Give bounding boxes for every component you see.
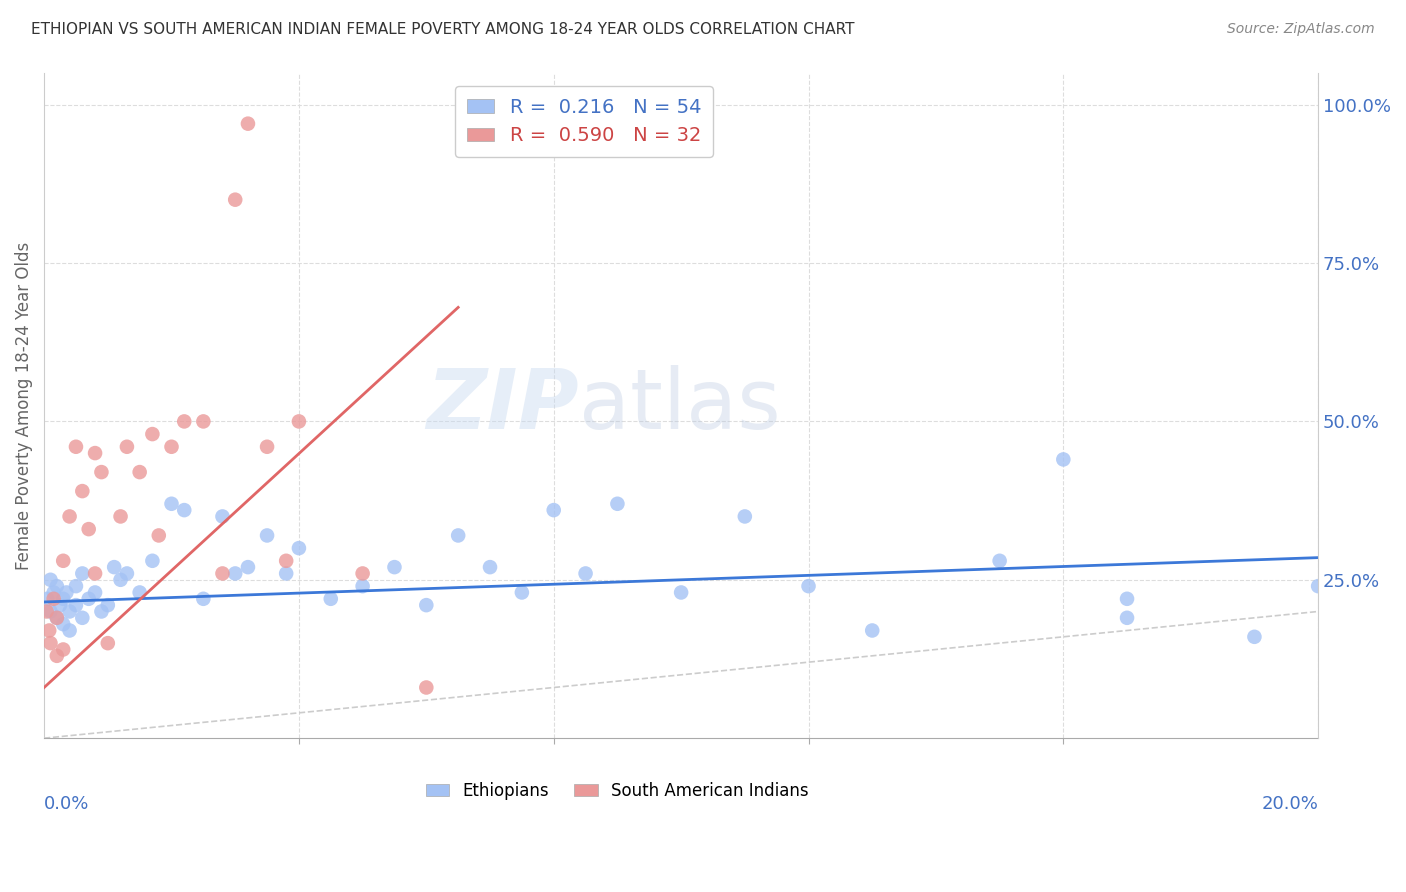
Point (415, 681, 437, 695)
Point (447, 528, 470, 542)
Point (110, 509, 132, 524)
Point (415, 598, 437, 612)
Point (797, 579, 820, 593)
Point (193, 591, 215, 606)
Legend: Ethiopians, South American Indians: Ethiopians, South American Indians (419, 775, 815, 806)
Point (288, 414, 311, 428)
Point (90, 465, 112, 479)
Point (72, 484, 94, 499)
Text: Source: ZipAtlas.com: Source: ZipAtlas.com (1227, 22, 1375, 37)
Point (72, 611, 94, 625)
Point (148, 528, 170, 542)
Point (256, 528, 278, 542)
Point (45, 579, 67, 593)
Point (58, 624, 80, 638)
Point (84, 566, 107, 581)
Point (173, 414, 195, 428)
Point (173, 503, 195, 517)
Point (510, 585, 533, 599)
Point (52, 591, 75, 606)
Point (1308, 579, 1330, 593)
Point (211, 566, 233, 581)
Point (1243, 630, 1265, 644)
Point (860, 624, 883, 638)
Point (97, 636, 120, 650)
Point (72, 566, 94, 581)
Point (103, 560, 125, 574)
Point (39, 573, 62, 587)
Point (479, 560, 502, 574)
Point (211, 509, 233, 524)
Point (65, 440, 87, 454)
Point (84, 585, 107, 599)
Point (52, 642, 75, 657)
Point (988, 554, 1011, 568)
Point (352, 579, 374, 593)
Point (52, 617, 75, 632)
Point (352, 566, 374, 581)
Point (128, 585, 150, 599)
Point (606, 497, 628, 511)
Point (141, 427, 163, 442)
Point (236, 117, 259, 131)
Point (276, 554, 298, 568)
Point (384, 560, 406, 574)
Point (77, 591, 100, 606)
Point (669, 585, 692, 599)
Point (97, 598, 120, 612)
Point (65, 579, 87, 593)
Point (160, 440, 183, 454)
Text: 20.0%: 20.0% (1261, 795, 1319, 813)
Point (160, 497, 183, 511)
Point (288, 541, 311, 555)
Point (734, 509, 756, 524)
Point (45, 611, 67, 625)
Point (141, 554, 163, 568)
Point (49, 598, 72, 612)
Point (193, 414, 215, 428)
Point (543, 503, 565, 517)
Point (37, 591, 59, 606)
Point (90, 605, 112, 619)
Point (84, 446, 107, 460)
Point (319, 591, 342, 606)
Point (38, 624, 60, 638)
Point (45, 611, 67, 625)
Point (128, 465, 150, 479)
Text: ZIP: ZIP (426, 365, 579, 446)
Point (224, 193, 246, 207)
Point (236, 560, 259, 574)
Point (115, 566, 138, 581)
Text: atlas: atlas (579, 365, 780, 446)
Point (1116, 611, 1139, 625)
Point (256, 440, 278, 454)
Point (52, 554, 75, 568)
Text: 0.0%: 0.0% (44, 795, 90, 813)
Point (42, 585, 65, 599)
Point (110, 573, 132, 587)
Point (58, 509, 80, 524)
Y-axis label: Female Poverty Among 18-24 Year Olds: Female Poverty Among 18-24 Year Olds (15, 242, 32, 570)
Point (45, 648, 67, 663)
Point (1052, 452, 1074, 467)
Point (55, 585, 77, 599)
Point (39, 636, 62, 650)
Point (42, 591, 65, 606)
Point (39, 605, 62, 619)
Point (77, 522, 100, 536)
Point (224, 566, 246, 581)
Point (1116, 591, 1139, 606)
Point (65, 598, 87, 612)
Point (115, 440, 138, 454)
Point (58, 605, 80, 619)
Point (276, 566, 298, 581)
Text: ETHIOPIAN VS SOUTH AMERICAN INDIAN FEMALE POVERTY AMONG 18-24 YEAR OLDS CORRELAT: ETHIOPIAN VS SOUTH AMERICAN INDIAN FEMAL… (31, 22, 855, 37)
Point (35, 605, 58, 619)
Point (574, 566, 596, 581)
